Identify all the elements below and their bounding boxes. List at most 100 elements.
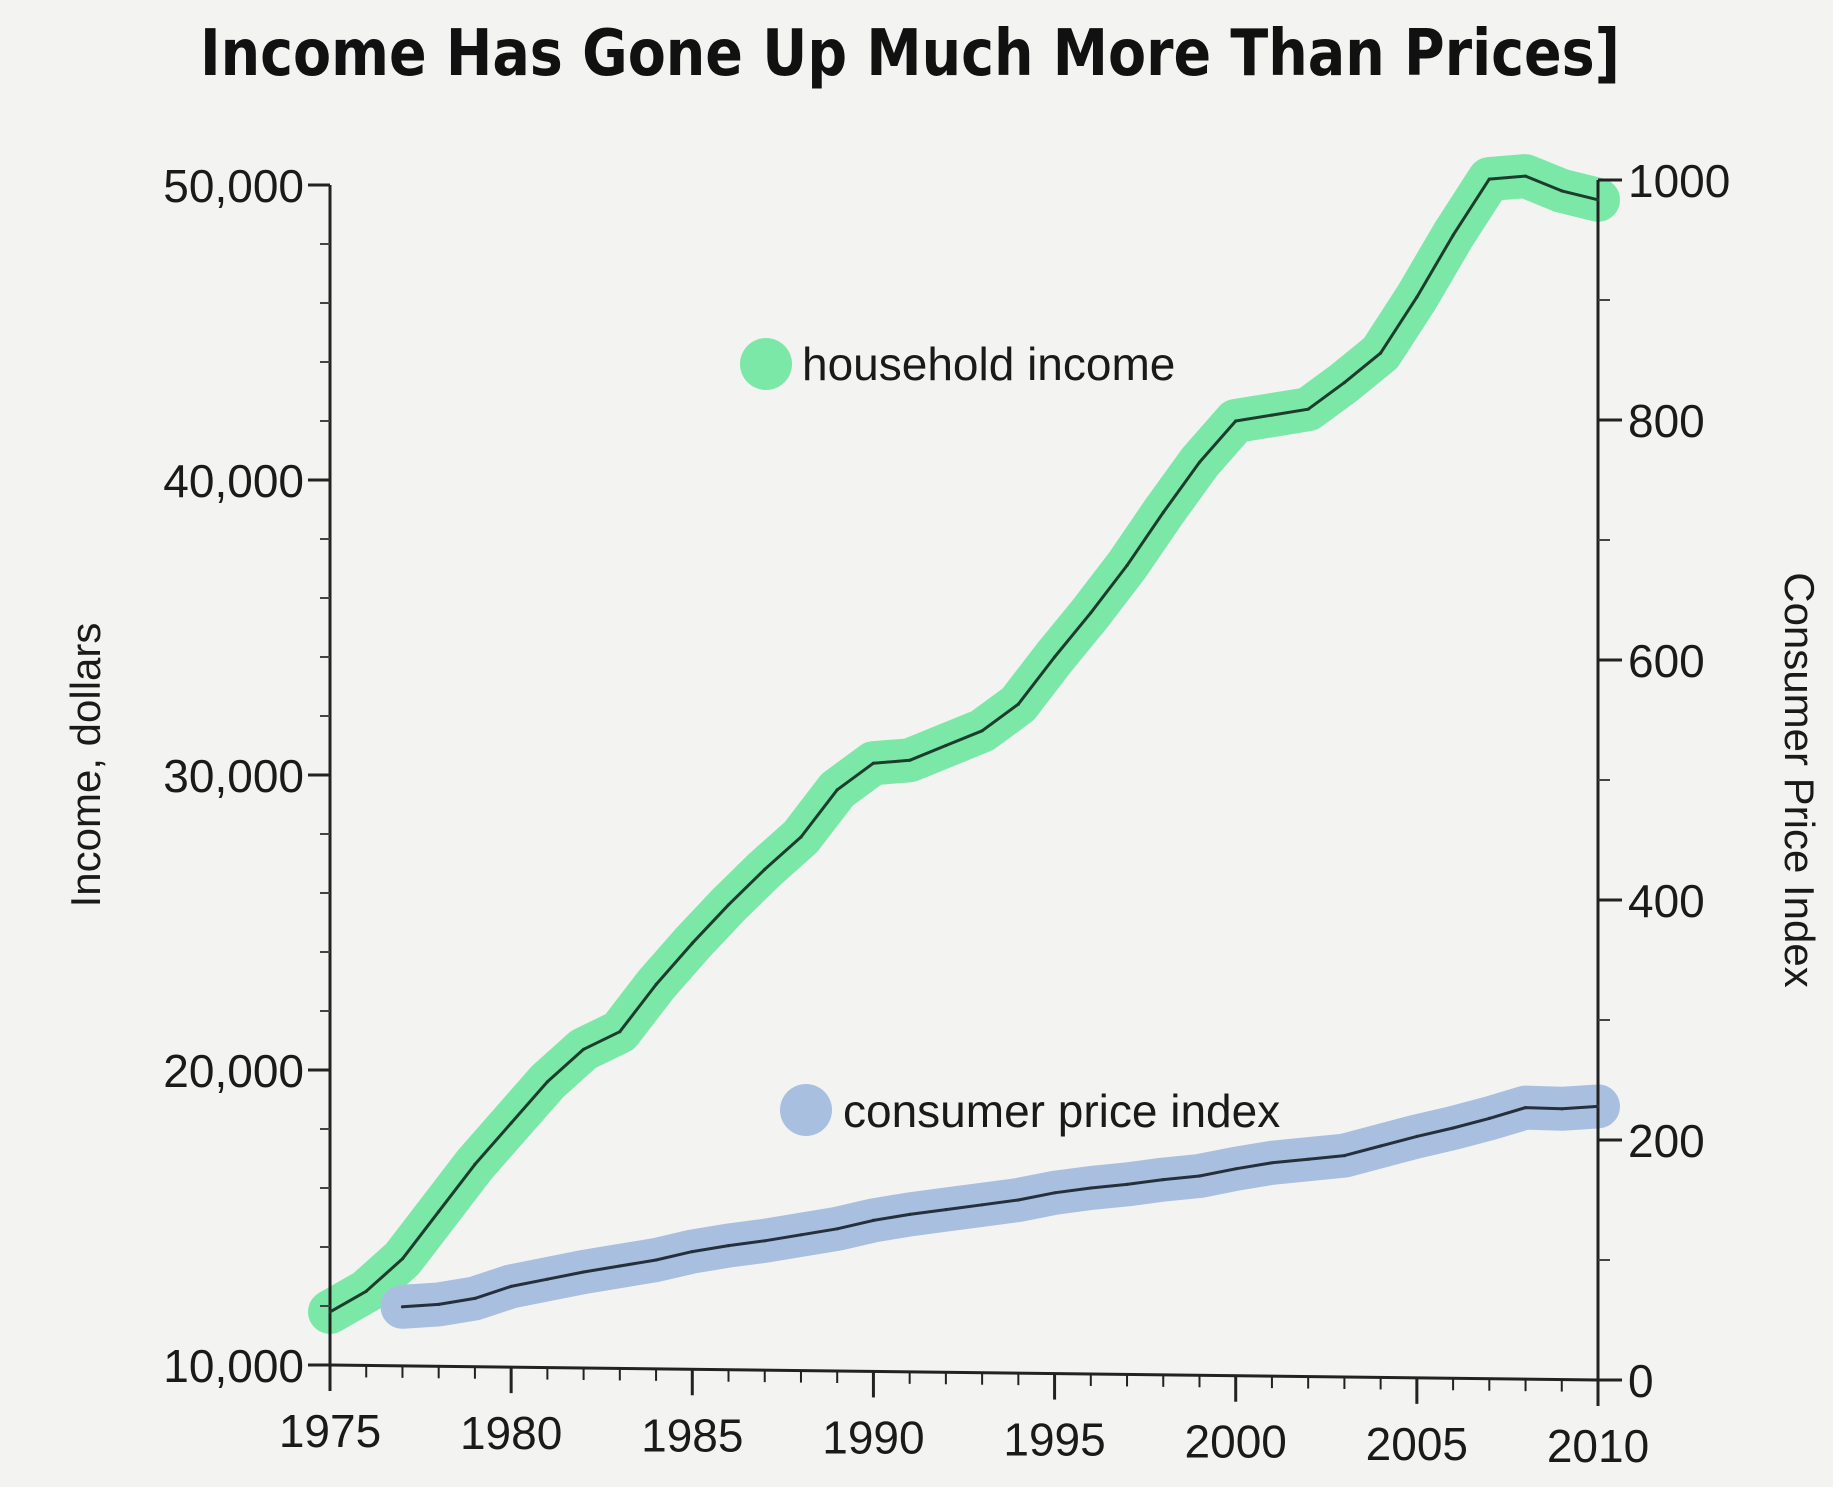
consumer-price-index-point (1197, 1174, 1202, 1178)
consumer-price-index-point (908, 1212, 912, 1216)
household-income-point (1560, 189, 1564, 193)
right-tick-label: 400 (1628, 875, 1705, 927)
consumer-price-index-point (1415, 1134, 1419, 1138)
legend-household-income: household income (740, 338, 1175, 390)
household-income-point (799, 835, 803, 839)
left-axis-title: Income, dollars (62, 623, 109, 908)
household-income-point (871, 761, 876, 765)
consumer-price-index-point (835, 1227, 839, 1231)
x-tick-label: 1980 (460, 1407, 562, 1459)
chart-title: Income Has Gone Up Much More Than Prices… (200, 17, 1620, 91)
household-income-point (328, 1310, 332, 1314)
consumer-price-index-point (1125, 1182, 1129, 1186)
left-tick-label: 20,000 (163, 1045, 304, 1097)
left-tick-label: 50,000 (163, 160, 304, 212)
consumer-price-index-point (1560, 1107, 1564, 1111)
household-income-point (654, 982, 658, 987)
household-income-point (545, 1080, 550, 1084)
right-tick-label: 0 (1628, 1355, 1654, 1407)
blue-dot-icon (780, 1084, 832, 1136)
consumer-price-index-point (1234, 1167, 1238, 1171)
household-income-line (329, 174, 1599, 1314)
series-line-layer (328, 174, 1600, 1314)
consumer-price-index-point (582, 1270, 586, 1274)
x-tick-label: 2005 (1366, 1418, 1468, 1470)
household-income-point (980, 729, 984, 733)
household-income-point (437, 1210, 441, 1214)
household-income-point (944, 743, 948, 748)
right-tick-label: 200 (1628, 1115, 1705, 1167)
right-tick-label: 1000 (1628, 155, 1730, 207)
consumer-price-index-point (1053, 1191, 1057, 1195)
household-income-point (1161, 510, 1165, 514)
consumer-price-index-point (763, 1239, 767, 1243)
household-income-point (1342, 381, 1346, 385)
left-tick-label: 30,000 (163, 750, 304, 802)
household-income-point (726, 903, 731, 907)
consumer-price-index-point (944, 1208, 948, 1212)
household-income-point (1234, 419, 1238, 423)
consumer-price-index-point (980, 1203, 984, 1207)
consumer-price-index-point (1342, 1154, 1346, 1158)
green-dot-icon (740, 338, 792, 390)
consumer-price-index-point (509, 1284, 513, 1288)
household-income-point (1270, 413, 1274, 417)
household-income-point (908, 758, 912, 762)
legend-consumer-price-index: consumer price index (780, 1084, 1280, 1137)
household-income-point (509, 1121, 513, 1125)
x-tick-label: 2000 (1185, 1416, 1287, 1468)
consumer-price-index-point (545, 1277, 550, 1281)
consumer-price-index-point (1089, 1186, 1093, 1190)
consumer-price-index-point (871, 1218, 876, 1222)
household-income-point (1451, 233, 1455, 237)
consumer-price-index-point (690, 1250, 694, 1254)
consumer-price-index-point (1161, 1178, 1165, 1182)
left-tick-label: 10,000 (163, 1340, 304, 1392)
x-tick-label: 2010 (1547, 1420, 1649, 1472)
consumer-price-index-line (402, 1104, 1599, 1309)
household-income-point (400, 1257, 405, 1261)
consumer-price-index-point (1016, 1198, 1020, 1202)
consumer-price-index-point (1306, 1157, 1310, 1161)
household-income-point (1053, 655, 1057, 659)
household-income-point (1487, 177, 1491, 181)
household-income-point (835, 788, 839, 792)
legend-label-consumer-price-index: consumer price index (843, 1085, 1280, 1137)
household-income-point (1306, 407, 1310, 411)
household-income-point (473, 1162, 477, 1166)
tick-layer: 10,000 20,000 30,000 40,000 50,000 0 200 400 600… (163, 155, 1730, 1472)
consumer-price-index-point (1487, 1116, 1491, 1120)
household-income-point (364, 1289, 368, 1293)
consumer-price-index-point (618, 1264, 622, 1268)
household-income-point (1016, 702, 1020, 706)
household-income-point (1523, 174, 1528, 178)
household-income-point (1379, 351, 1383, 355)
right-axis-title: Consumer Price Index (1776, 572, 1823, 988)
household-income-point (1596, 198, 1600, 202)
household-income-point (690, 941, 694, 945)
household-income-point (582, 1047, 586, 1051)
consumer-price-index-point (654, 1258, 658, 1262)
household-income-point (1125, 563, 1129, 568)
consumer-price-index-point (799, 1233, 803, 1237)
right-tick-label: 800 (1628, 395, 1705, 447)
consumer-price-index-point (1596, 1104, 1600, 1108)
x-tick-label: 1985 (641, 1409, 743, 1461)
consumer-price-index-point (1523, 1106, 1528, 1110)
consumer-price-index-point (726, 1244, 731, 1248)
x-tick-label: 1995 (1003, 1414, 1105, 1466)
consumer-price-index-point (473, 1296, 477, 1300)
household-income-point (1089, 611, 1093, 615)
consumer-price-index-point (1451, 1126, 1455, 1130)
consumer-price-index-point (400, 1305, 405, 1309)
legend-label-household-income: household income (802, 338, 1175, 390)
x-tick-label: 1975 (279, 1405, 381, 1457)
right-tick-label: 600 (1628, 635, 1705, 687)
household-income-point (618, 1030, 622, 1034)
x-axis-line (329, 1363, 1599, 1382)
household-income-point (1415, 295, 1419, 299)
x-tick-label: 1990 (822, 1411, 924, 1463)
consumer-price-index-point (1270, 1161, 1274, 1165)
